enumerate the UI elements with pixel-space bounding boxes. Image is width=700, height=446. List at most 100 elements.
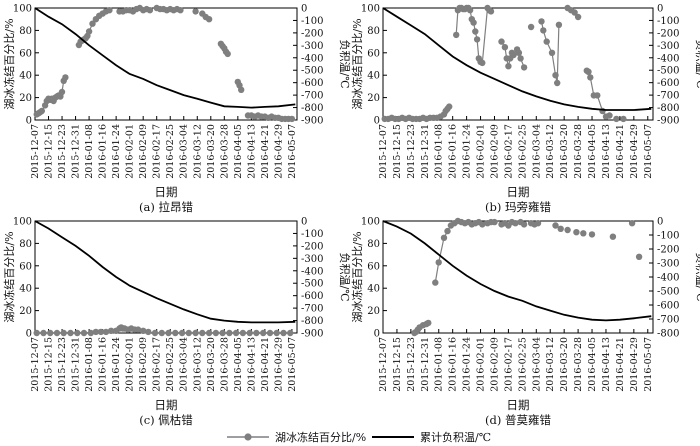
ice-point (192, 329, 199, 337)
ice-point (107, 327, 115, 334)
ice-series-segment (455, 6, 492, 64)
x-tick-label: 2015-12-15 (44, 337, 55, 392)
x-tick-label: 2016-04-13 (246, 124, 257, 179)
x-tick-label: 2016-04-21 (260, 337, 271, 392)
y-left-tick-label: 0 (26, 329, 32, 340)
ice-point (260, 329, 267, 337)
x-tick-label: 2015-12-31 (420, 124, 431, 179)
y-left-tick-label: 0 (374, 329, 380, 340)
ice-point (89, 20, 96, 27)
y-left-tick-label: 60 (19, 48, 32, 59)
ice-point (587, 74, 594, 81)
x-tick-label: 2016-04-21 (260, 124, 271, 179)
y-left-tick-label: 60 (367, 261, 380, 272)
x-tick-label: 2016-04-29 (629, 124, 640, 179)
ice-point (609, 233, 617, 240)
x-tick-label: 2016-03-28 (219, 124, 230, 179)
x-tick-label: 2016-02-25 (517, 337, 528, 392)
y-left-axis-title: 湖冰冻结百分比/% (350, 18, 364, 109)
y-left-axis-title: 湖冰冻结百分比/% (2, 231, 16, 322)
ice-point (74, 329, 81, 337)
x-tick-label: 2016-04-13 (246, 337, 257, 392)
y-right-tick-label: -500 (657, 287, 679, 298)
y-right-tick-label: -100 (657, 231, 679, 242)
ice-point (38, 107, 45, 115)
ice-point (552, 222, 559, 229)
y-left-tick-label: 40 (19, 284, 32, 295)
ice-point (92, 328, 100, 336)
y-right-tick-label: -800 (657, 103, 679, 114)
x-tick-label: 2016-03-20 (559, 337, 570, 392)
x-tick-label: 2016-02-01 (125, 124, 136, 179)
y-right-tick-label: -600 (301, 291, 323, 302)
x-tick-label: 2016-04-05 (233, 337, 244, 392)
x-tick-label: 2016-03-04 (179, 124, 190, 179)
x-tick-label: 2016-03-20 (206, 337, 217, 392)
x-tick-label: 2015-12-15 (392, 124, 403, 179)
ice-point (554, 79, 561, 87)
ice-point (287, 329, 294, 337)
x-tick-label: 2016-04-05 (587, 124, 598, 179)
temperature-series-line (34, 220, 296, 324)
ice-point (479, 221, 486, 228)
x-tick-label: 2016-04-29 (273, 124, 284, 179)
x-axis-title: 日期 (155, 398, 178, 412)
ice-point (453, 31, 460, 39)
ice-point (165, 329, 172, 337)
y-left-tick-label: 0 (26, 116, 32, 127)
x-tick-label: 2015-12-23 (57, 337, 68, 392)
x-tick-label: 2015-12-07 (30, 124, 41, 179)
ice-point (432, 279, 439, 286)
x-tick-label: 2016-04-29 (629, 337, 640, 392)
x-tick-label: 2016-01-08 (84, 337, 95, 392)
x-axis-title: 日期 (507, 185, 530, 199)
y-left-axis-title: 湖冰冻结百分比/% (2, 18, 16, 109)
x-tick-label: 2016-03-28 (573, 124, 584, 179)
temperature-series-line (382, 220, 652, 322)
x-tick-label: 2015-12-23 (406, 337, 417, 392)
x-tick-label: 2016-04-05 (587, 337, 598, 392)
ice-point (466, 7, 474, 14)
x-tick-label: 2016-02-09 (489, 124, 500, 179)
x-tick-label: 2016-01-16 (98, 337, 109, 392)
y-right-tick-label: -900 (301, 116, 323, 127)
ice-point (446, 103, 453, 110)
ice-point (606, 112, 613, 119)
ice-point (588, 231, 596, 238)
y-right-tick-label: -900 (301, 329, 323, 340)
y-right-tick-label: -600 (301, 78, 323, 89)
ice-point (177, 7, 184, 14)
x-tick-label: 2016-02-25 (165, 124, 176, 179)
ice-point (273, 329, 280, 337)
x-tick-label: 2016-02-01 (125, 337, 136, 392)
ice-point (520, 221, 528, 228)
x-tick-label: 2016-03-20 (559, 124, 570, 179)
ice-point (628, 220, 636, 227)
x-tick-label: 2016-03-12 (192, 337, 203, 392)
x-tick-label: 2016-03-04 (531, 337, 542, 392)
ice-point (97, 328, 105, 336)
x-tick-label: 2016-03-04 (179, 337, 190, 392)
ice-point (491, 218, 498, 226)
y-right-axis-title: 负积温/℃ (338, 39, 352, 88)
ice-point (58, 88, 66, 96)
x-tick-label: 2016-01-24 (462, 337, 473, 392)
ice-point (473, 36, 481, 43)
x-tick-label: 2016-04-05 (233, 124, 244, 179)
y-left-tick-label: 40 (367, 284, 380, 295)
x-tick-label: 2016-01-08 (434, 124, 445, 179)
ice-point (178, 329, 186, 337)
y-right-tick-label: 0 (657, 217, 663, 228)
y-right-tick-label: -700 (657, 91, 679, 102)
ice-point (40, 329, 47, 337)
y-right-tick-label: -100 (301, 229, 323, 240)
y-left-tick-label: 100 (13, 4, 32, 15)
ice-point (512, 220, 519, 227)
ice-point (47, 329, 54, 337)
ice-point (145, 328, 152, 336)
ice-point (573, 229, 580, 236)
